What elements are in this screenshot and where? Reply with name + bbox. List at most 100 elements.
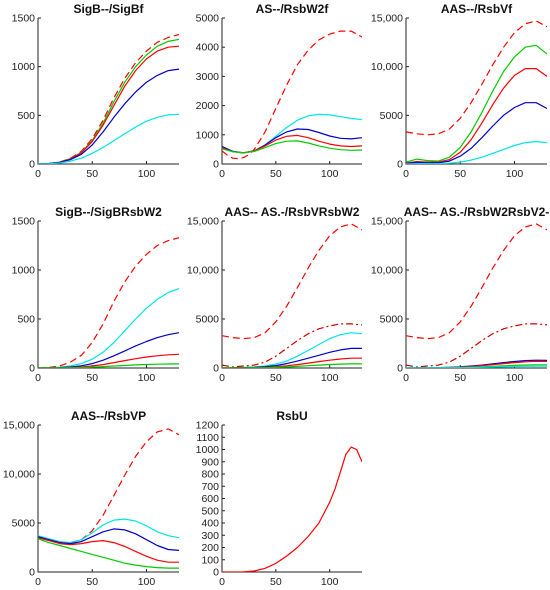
x-tick-label: 0: [219, 576, 225, 588]
y-tick-label: 15,000: [371, 13, 403, 25]
y-tick-label: 1500: [12, 13, 36, 25]
y-tick-label: 10,000: [3, 469, 35, 481]
y-tick-label: 700: [201, 481, 219, 493]
x-tick-label: 100: [138, 372, 156, 384]
y-tick-label: 10,000: [187, 265, 219, 277]
y-tick-label: 500: [17, 110, 35, 122]
series-line-red-solid: [38, 45, 179, 164]
chart-title: AS--/RsbW2f: [256, 2, 330, 16]
x-tick-label: 0: [403, 372, 409, 384]
x-tick-label: 100: [506, 168, 524, 180]
series-line-green-solid: [38, 363, 179, 368]
x-tick-label: 0: [403, 168, 409, 180]
series-line-cyan-solid: [38, 518, 179, 544]
y-tick-label: 1000: [196, 129, 220, 141]
y-tick-label: 15,000: [371, 216, 403, 228]
series-line-darkred-dashdot: [406, 323, 547, 368]
y-tick-label: 5000: [380, 110, 404, 122]
axis-frame: [221, 18, 362, 165]
chart-panel-1: SigB--/SigBf 0 500 1000 1500 0 50 100: [12, 2, 179, 180]
x-tick-label: 0: [219, 168, 225, 180]
chart-title: RsbU: [276, 409, 307, 423]
chart-title: SigB--/SigBRsbW2: [55, 205, 162, 219]
series-line-green-solid: [222, 140, 362, 154]
y-tick-label: 1100: [196, 432, 219, 444]
series-line-red-dashed: [222, 223, 362, 340]
y-tick-label: 0: [397, 363, 403, 375]
y-tick-label: 0: [213, 159, 219, 171]
y-tick-label: 1000: [12, 265, 36, 277]
x-tick-label: 50: [454, 168, 466, 180]
y-tick-label: 1200: [196, 420, 220, 432]
series-line-red-dashed: [222, 30, 362, 160]
y-tick-label: 3000: [196, 71, 220, 83]
x-tick-label: 50: [86, 576, 98, 588]
x-tick-label: 100: [321, 576, 339, 588]
x-tick-label: 0: [35, 576, 41, 588]
chart-panel-8: RsbU010020030040050060070080090010001100…: [196, 409, 362, 588]
y-tick-label: 0: [213, 363, 219, 375]
y-tick-label: 10,000: [371, 265, 403, 277]
series-line-blue-solid: [406, 102, 547, 164]
chart-title: AAS-- AS.-/RsbVRsbW2: [225, 205, 360, 219]
series-line-cyan-solid: [406, 141, 547, 164]
y-tick-label: 1000: [196, 444, 220, 456]
chart-title: AAS-- AS.-/RsbW2RsbV2-: [404, 205, 550, 219]
x-tick-label: 0: [35, 372, 41, 384]
series-line-red-solid: [38, 537, 179, 563]
series-line-green-solid: [222, 363, 362, 368]
chart-title: AAS--/RsbVP: [71, 409, 146, 423]
series-line-red-dashed: [38, 237, 179, 368]
series-line-green-solid: [406, 44, 547, 163]
series-line-red-dashed: [38, 428, 179, 544]
x-tick-label: 100: [138, 576, 156, 588]
y-tick-label: 1000: [12, 61, 36, 73]
series-line-red-solid: [222, 446, 362, 572]
y-tick-label: 10,000: [371, 61, 403, 73]
axis-frame: [37, 18, 179, 165]
y-tick-label: 5000: [380, 314, 404, 326]
x-tick-label: 0: [35, 168, 41, 180]
y-tick-label: 400: [201, 518, 219, 530]
y-tick-label: 15,000: [3, 420, 35, 432]
x-tick-label: 0: [219, 372, 225, 384]
series-line-red-dashed: [406, 20, 547, 136]
chart-panel-4: SigB--/SigBRsbW2 0 500 1000 1500 0 50 100: [12, 205, 179, 384]
x-tick-label: 50: [270, 576, 282, 588]
chart-panel-3: AAS--/RsbVf 0 5000 10,000 15,000 0 50 100: [371, 2, 547, 180]
y-tick-label: 500: [201, 505, 219, 517]
axis-frame: [221, 425, 362, 573]
axis-frame: [37, 221, 179, 369]
y-tick-label: 800: [201, 469, 219, 481]
y-tick-label: 5000: [12, 518, 36, 530]
y-tick-label: 200: [201, 542, 219, 554]
axis-frame: [221, 221, 362, 369]
x-tick-label: 50: [86, 168, 98, 180]
axis-frame: [405, 221, 547, 369]
series-line-blue-solid: [38, 68, 179, 164]
chart-panel-6: AAS-- AS.-/RsbW2RsbV2- 0 5000 10,000 15,000 0…: [371, 205, 549, 384]
chart-panel-5: AAS-- AS.-/RsbVRsbW2 0 5000 10,000 15,000 0 50…: [187, 205, 362, 384]
y-tick-label: 0: [29, 567, 35, 579]
chart-title: SigB--/SigBf: [74, 2, 145, 16]
y-tick-label: 5000: [196, 314, 220, 326]
series-line-blue-solid: [38, 528, 179, 551]
chart-panel-2: AS--/RsbW2f 0 1000 2000 3000 4000 5000 0 50 100: [196, 2, 362, 180]
y-tick-label: 5000: [196, 13, 220, 25]
y-tick-label: 0: [29, 159, 35, 171]
x-tick-label: 100: [321, 168, 339, 180]
x-tick-label: 50: [270, 168, 282, 180]
x-tick-label: 50: [454, 372, 466, 384]
series-line-red-dashed: [406, 223, 547, 340]
y-tick-label: 100: [201, 554, 219, 566]
y-tick-label: 900: [201, 456, 219, 468]
series-line-cyan-solid: [38, 113, 179, 164]
series-line-darkred-dashdot: [222, 323, 362, 368]
x-tick-label: 50: [270, 372, 282, 384]
y-tick-label: 4000: [196, 42, 220, 54]
series-line-green-solid: [38, 538, 179, 569]
series-line-cyan-solid: [222, 113, 362, 154]
y-tick-label: 0: [397, 159, 403, 171]
y-tick-label: 0: [29, 363, 35, 375]
